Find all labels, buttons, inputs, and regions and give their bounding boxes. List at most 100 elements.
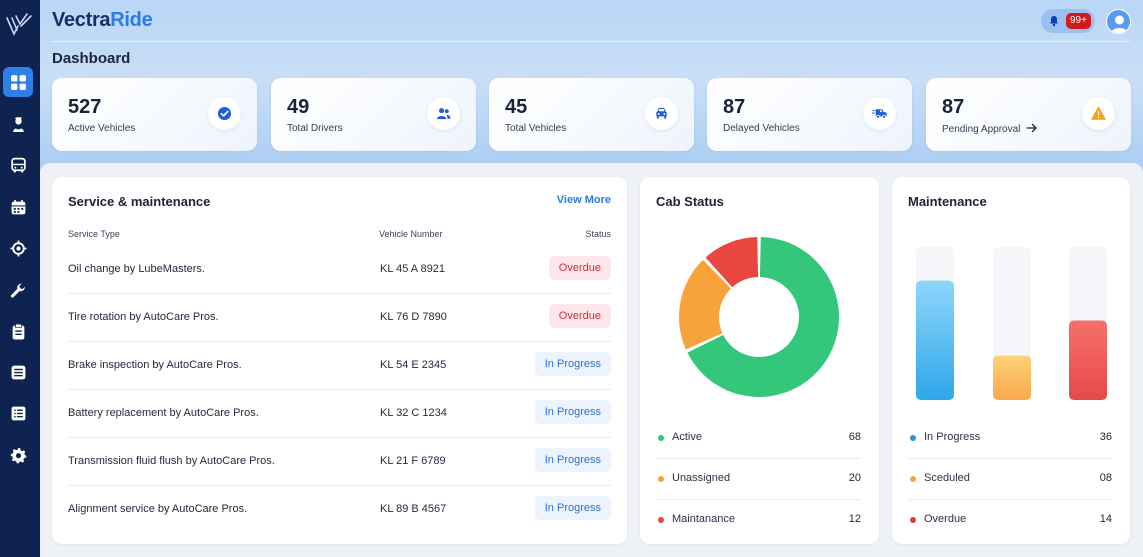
donut-slice-maintanance <box>705 237 759 288</box>
stat-label: Pending Approval <box>942 124 1021 135</box>
status-badge: In Progress <box>534 448 611 472</box>
stat-value: 527 <box>68 96 102 118</box>
card-title: Maintenance <box>908 194 987 209</box>
table-row[interactable]: Brake inspection by AutoCare Pros. KL 54… <box>68 342 611 390</box>
sidebar-item-reports[interactable] <box>3 398 33 428</box>
sidebar-item-buses[interactable] <box>3 150 33 180</box>
service-type-cell: Battery replacement by AutoCare Pros. <box>68 407 259 419</box>
card-title: Cab Status <box>656 194 724 209</box>
column-header-vehicle-number: Vehicle Number <box>379 229 443 239</box>
table-row[interactable]: Tire rotation by AutoCare Pros. KL 76 D … <box>68 294 611 342</box>
clipboard-icon <box>12 323 24 339</box>
legend-item-sceduled: Sceduled 08 <box>908 459 1112 500</box>
legend-label: Maintanance <box>672 513 735 525</box>
status-badge: In Progress <box>534 352 611 376</box>
sidebar-item-list[interactable] <box>3 357 33 387</box>
brand-logo[interactable]: VectraRide <box>52 9 153 31</box>
sidebar-item-drivers[interactable] <box>3 109 33 139</box>
users-icon <box>427 97 460 130</box>
vehicle-number-cell: KL 54 E 2345 <box>380 359 447 371</box>
location-target-icon <box>10 240 26 256</box>
stat-card-total-vehicles[interactable]: 45 Total Vehicles <box>489 78 694 151</box>
list-icon <box>11 365 25 379</box>
stat-value: 87 <box>942 96 965 118</box>
legend-dot <box>910 435 916 441</box>
stat-label: Total Drivers <box>287 123 343 134</box>
legend-dot <box>658 517 664 523</box>
sidebar-item-tasks[interactable] <box>3 316 33 346</box>
legend-label: Active <box>672 431 702 443</box>
service-maintenance-card: Service & maintenance View More Service … <box>52 177 627 544</box>
legend-value: 68 <box>848 431 861 443</box>
vehicle-number-cell: KL 21 F 6789 <box>380 455 446 467</box>
column-header-service-type: Service Type <box>68 229 120 239</box>
legend-value: 20 <box>848 472 861 484</box>
bar-sceduled <box>993 355 1031 400</box>
maintenance-bar-chart <box>916 247 1107 400</box>
vehicle-number-cell: KL 89 B 4567 <box>380 503 447 515</box>
stat-value: 49 <box>287 96 310 118</box>
legend-value: 12 <box>848 513 861 525</box>
user-avatar[interactable] <box>1106 9 1131 34</box>
legend-dot <box>658 476 664 482</box>
table-row[interactable]: Oil change by LubeMasters. KL 45 A 8921 … <box>68 246 611 294</box>
legend-item-maintanance: Maintanance 12 <box>656 500 861 541</box>
legend-dot <box>910 476 916 482</box>
legend-value: 08 <box>1099 472 1112 484</box>
legend-value: 14 <box>1099 513 1112 525</box>
car-icon <box>645 97 678 130</box>
status-badge: In Progress <box>534 400 611 424</box>
service-type-cell: Alignment service by AutoCare Pros. <box>68 503 248 515</box>
stat-card-delayed-vehicles[interactable]: 87 Delayed Vehicles <box>707 78 912 151</box>
sidebar-item-dashboard[interactable] <box>3 67 33 97</box>
logo-icon[interactable] <box>5 12 35 38</box>
legend-item-unassigned: Unassigned 20 <box>656 459 861 500</box>
sidebar-item-tracking[interactable] <box>3 233 33 263</box>
donut-slice-unassigned <box>679 259 731 350</box>
legend-item-active: Active 68 <box>656 418 861 459</box>
stat-value: 87 <box>723 96 746 118</box>
legend-label: Overdue <box>924 513 967 525</box>
legend-label: Unassigned <box>672 472 731 484</box>
stat-label: Total Vehicles <box>505 123 567 134</box>
calendar-icon <box>11 199 25 214</box>
column-header-status: Status <box>585 229 611 239</box>
header-divider <box>52 41 1130 42</box>
stat-card-total-drivers[interactable]: 49 Total Drivers <box>271 78 476 151</box>
arrow-right-icon[interactable] <box>1026 123 1038 136</box>
check-circle-icon <box>208 97 241 130</box>
settings-gear-icon <box>10 447 26 463</box>
legend-label: In Progress <box>924 431 981 443</box>
legend-value: 36 <box>1099 431 1112 443</box>
maintenance-card: Maintenance In Progress 36 Sceduled 08 O… <box>892 177 1130 544</box>
delayed-truck-icon <box>863 97 896 130</box>
sidebar-item-settings[interactable] <box>3 440 33 470</box>
stat-value: 45 <box>505 96 528 118</box>
bar-in-progress <box>916 280 954 400</box>
status-badge: Overdue <box>548 256 611 280</box>
stat-card-pending-approval[interactable]: 87 Pending Approval <box>926 78 1131 151</box>
wrench-icon <box>10 283 25 298</box>
table-header: Service Type Vehicle Number Status <box>68 229 611 243</box>
table-row[interactable]: Battery replacement by AutoCare Pros. KL… <box>68 390 611 438</box>
donut-slice-active <box>687 237 839 397</box>
cab-status-donut-chart <box>679 237 839 397</box>
table-row[interactable]: Transmission fluid flush by AutoCare Pro… <box>68 438 611 486</box>
notifications-button[interactable]: 99+ <box>1041 9 1095 33</box>
legend-dot <box>910 517 916 523</box>
vehicle-number-cell: KL 45 A 8921 <box>380 263 446 275</box>
page-title: Dashboard <box>52 50 131 67</box>
status-badge: Overdue <box>548 304 611 328</box>
table-row[interactable]: Alignment service by AutoCare Pros. KL 8… <box>68 486 611 534</box>
cab-status-card: Cab Status Active 68 Unassigned 20 Maint… <box>640 177 879 544</box>
sidebar-item-maintenance[interactable] <box>3 275 33 305</box>
view-more-link[interactable]: View More <box>556 194 611 206</box>
sidebar-item-calendar[interactable] <box>3 192 33 222</box>
bell-icon <box>1048 15 1060 27</box>
stat-label: Active Vehicles <box>68 123 136 134</box>
driver-icon <box>12 116 24 132</box>
service-type-cell: Oil change by LubeMasters. <box>68 263 205 275</box>
stat-card-active-vehicles[interactable]: 527 Active Vehicles <box>52 78 257 151</box>
bus-icon <box>10 157 26 172</box>
legend-item-overdue: Overdue 14 <box>908 500 1112 541</box>
